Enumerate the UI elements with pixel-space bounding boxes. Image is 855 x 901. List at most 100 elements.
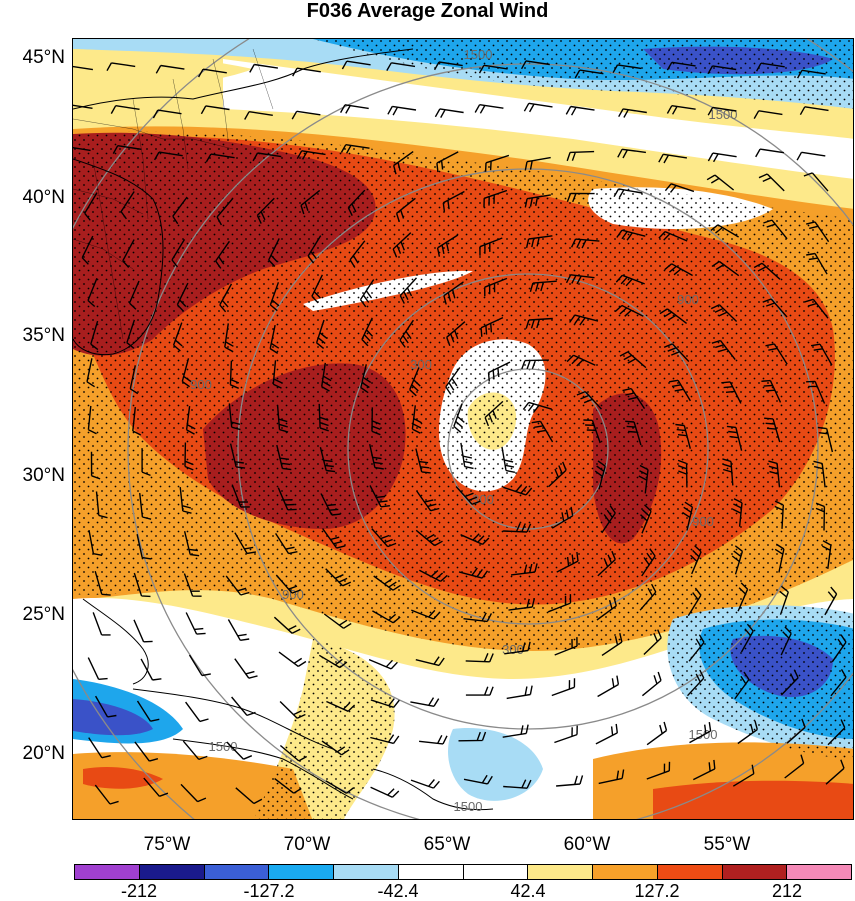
coastlines: [73, 48, 494, 811]
wind-barb: [460, 442, 474, 470]
wind-barb: [706, 174, 735, 191]
wind-barb: [307, 235, 322, 264]
wind-barb: [433, 61, 463, 71]
wind-barb: [761, 379, 782, 403]
wind-barb: [88, 737, 111, 759]
wind-barb: [768, 460, 781, 488]
wind-barb: [638, 464, 649, 494]
wind-barb: [501, 446, 516, 473]
wind-barb: [796, 69, 826, 79]
wind-barb: [419, 734, 448, 745]
wind-barb: [524, 194, 551, 208]
wind-barb: [594, 460, 606, 490]
wind-barb: [666, 61, 696, 71]
wind-barb: [73, 104, 93, 109]
wind-barb: [810, 343, 833, 366]
wind-barb: [595, 723, 618, 745]
wind-barb: [279, 744, 308, 762]
lon-label-60w: 60°W: [563, 834, 611, 855]
wind-barb: [646, 721, 668, 746]
wind-barb: [373, 575, 401, 591]
colorbar-segment: [204, 865, 270, 879]
wind-barb: [458, 567, 489, 579]
wind-barb: [227, 619, 250, 641]
wind-barb: [90, 320, 99, 351]
wind-barb: [502, 484, 533, 496]
map-panel[interactable]: 1500 1500 900 900 300 300 900 900 1500 1…: [72, 38, 854, 820]
wind-barb: [478, 64, 508, 74]
wind-barb: [554, 637, 578, 656]
colorbar-label: -42.4: [377, 881, 419, 901]
wind-barb: [321, 740, 350, 756]
wind-barb: [616, 229, 646, 241]
lat-label-35n: 35°N: [22, 325, 65, 346]
wind-barb: [531, 420, 554, 443]
wind-barb: [732, 498, 743, 527]
wind-barb: [387, 105, 417, 116]
wind-barb: [318, 654, 348, 669]
wind-barb: [740, 623, 754, 653]
wind-barb: [393, 151, 414, 175]
wind-barb: [446, 321, 466, 347]
wind-barb: [707, 106, 737, 116]
wind-barb: [416, 490, 440, 512]
wind-barb: [569, 314, 599, 326]
wind-barb: [806, 221, 830, 243]
wind-barb: [436, 234, 459, 257]
wind-barb: [155, 64, 185, 74]
contour-label: 900: [692, 514, 714, 529]
lon-label-70w: 70°W: [283, 834, 331, 855]
wind-barb: [81, 235, 94, 265]
wind-barb: [689, 721, 712, 744]
wind-barb: [547, 594, 572, 613]
wind-barb: [172, 196, 188, 225]
wind-barb: [136, 700, 160, 722]
wind-barb: [737, 582, 749, 612]
wind-barb: [692, 759, 716, 781]
wind-barb: [368, 658, 398, 670]
wind-barb: [171, 239, 186, 268]
wind-barb: [369, 444, 384, 470]
wind-barb: [347, 189, 366, 217]
wind-barb: [614, 304, 644, 317]
wind-barb: [458, 731, 487, 742]
wind-barb: [249, 63, 279, 73]
contour-label: 300: [502, 642, 524, 657]
wind-barb: [231, 696, 256, 717]
wind-barb: [525, 235, 553, 248]
wind-barb: [273, 616, 301, 634]
wind-barb: [325, 780, 354, 794]
wind-barb: [359, 279, 375, 308]
lat-label-25n: 25°N: [22, 604, 65, 625]
wind-barb: [565, 105, 595, 116]
wind-barb: [483, 189, 508, 208]
wind-barb: [122, 239, 135, 268]
wind-barb: [311, 274, 324, 304]
lon-label-75w: 75°W: [143, 834, 191, 855]
wind-barb: [88, 529, 103, 556]
wind-barb: [734, 671, 750, 700]
wind-barb: [90, 451, 101, 480]
contour-label: 900: [677, 292, 699, 307]
wind-barb: [825, 759, 845, 785]
wind-barb: [410, 779, 440, 789]
wind-barb: [521, 359, 549, 370]
wind-barb: [548, 461, 567, 488]
wind-barb: [371, 528, 397, 548]
wind-barb: [619, 351, 647, 369]
wind-barb: [551, 678, 576, 697]
wind-barb: [707, 65, 737, 75]
wind-barb: [804, 298, 829, 319]
colorbar-segment: [334, 865, 399, 879]
wind-barb: [504, 641, 531, 655]
wind-barb: [395, 197, 416, 223]
wind-barb: [136, 534, 152, 560]
wind-barb: [780, 626, 792, 656]
wind-barb: [176, 282, 189, 312]
wind-barb: [180, 783, 207, 803]
wind-barb: [821, 540, 832, 569]
wind-barb: [228, 403, 241, 431]
wind-barb: [583, 419, 601, 444]
southwest-darkblue: [73, 699, 153, 736]
wind-barb: [565, 274, 595, 285]
